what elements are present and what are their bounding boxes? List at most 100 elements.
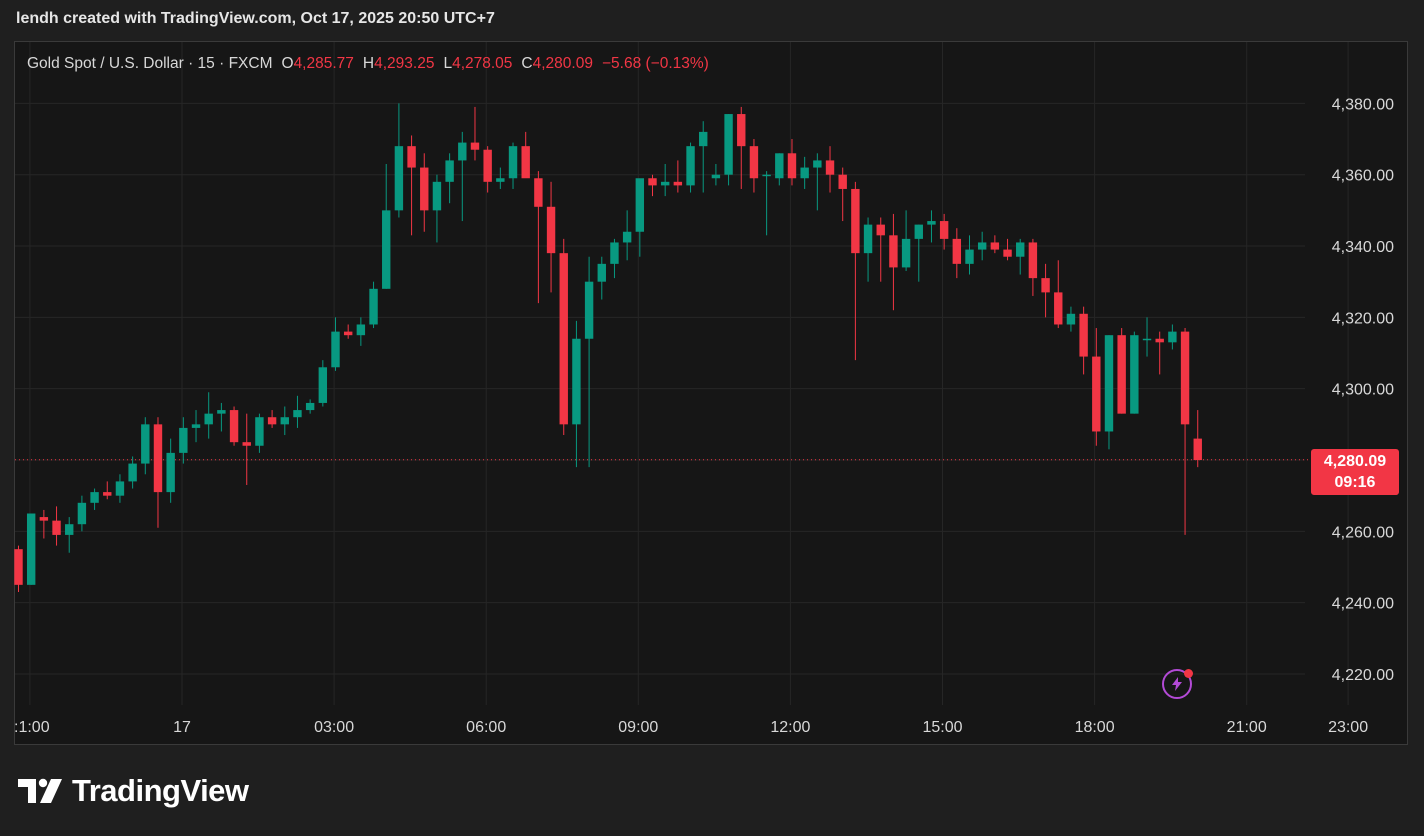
y-tick-label: 4,360.00	[1332, 168, 1394, 185]
candle-up	[432, 174, 442, 243]
candle-body	[775, 153, 784, 179]
candle-down	[1155, 331, 1164, 375]
change-value: −5.68 (−0.13%)	[601, 55, 709, 72]
candle-body	[686, 146, 695, 186]
candle-up	[610, 238, 619, 279]
candle-body	[622, 231, 632, 243]
x-tick-label: 09:00	[618, 719, 658, 736]
candle-up	[1168, 324, 1177, 350]
candle-up	[686, 142, 695, 193]
candle-body	[115, 481, 125, 496]
candle-body	[255, 417, 264, 446]
candle-down	[470, 106, 480, 161]
candle-body	[1180, 331, 1190, 425]
candle-up	[508, 142, 518, 189]
candle-body	[1155, 338, 1164, 343]
candle-body	[293, 410, 302, 418]
candle-up	[914, 224, 923, 282]
candle-up	[724, 114, 733, 186]
lightning-bolt-icon[interactable]	[1162, 669, 1192, 699]
candle-down	[242, 413, 251, 485]
symbol-info[interactable]: Gold Spot / U.S. Dollar · 15 · FXCM	[27, 55, 273, 72]
grid-lines	[15, 42, 1349, 705]
candle-body	[356, 324, 366, 336]
candle-body	[458, 142, 467, 161]
candle-body	[470, 142, 480, 150]
candle-up	[762, 171, 771, 236]
candle-body	[990, 242, 1000, 250]
candle-down	[267, 410, 277, 428]
candle-body	[965, 249, 974, 264]
candle-body	[863, 224, 873, 254]
candle-up	[800, 156, 809, 189]
candle-up	[356, 317, 366, 346]
low-label: L	[443, 55, 453, 72]
candle-up	[863, 217, 873, 282]
candle-body	[521, 146, 530, 179]
candle-up	[927, 210, 936, 243]
tradingview-logo-icon	[18, 778, 62, 803]
y-tick-label: 4,240.00	[1332, 596, 1394, 613]
candle-up	[217, 402, 226, 432]
low-value: 4,278.05	[452, 55, 513, 72]
candle-up	[305, 399, 315, 414]
chart-caption: lendh created with TradingView.com, Oct …	[16, 10, 495, 27]
bar-countdown: 09:16	[1334, 474, 1376, 491]
y-tick-label: 4,340.00	[1332, 239, 1394, 256]
high-label: H	[362, 55, 375, 72]
tradingview-brand[interactable]: TradingView	[18, 773, 249, 809]
brand-name: TradingView	[72, 773, 249, 808]
candle-down	[648, 174, 657, 197]
axes: 4,380.00 4,360.00 4,340.00 4,320.00 4,300.00…	[14, 96, 1394, 736]
candle-up	[635, 178, 645, 257]
candle-body	[927, 221, 936, 225]
candles	[14, 103, 1202, 592]
candle-body	[191, 424, 201, 428]
candle-down	[546, 181, 556, 293]
candle-body	[559, 253, 568, 425]
candle-down	[1028, 238, 1038, 296]
candle-up	[255, 413, 264, 453]
candle-up	[965, 235, 974, 275]
candle-body	[331, 331, 340, 368]
candle-up	[90, 488, 99, 510]
candle-up	[813, 153, 822, 211]
candle-body	[939, 221, 949, 239]
candle-body	[1066, 313, 1076, 325]
candle-body	[242, 442, 251, 446]
candle-down	[534, 171, 543, 304]
candle-up	[1066, 306, 1076, 332]
candle-up	[597, 256, 606, 300]
x-tick-label: 17	[173, 719, 191, 736]
candle-down	[1003, 238, 1012, 261]
candle-up	[584, 256, 594, 468]
x-tick-label: 03:00	[314, 719, 354, 736]
candle-body	[673, 181, 683, 186]
candle-body	[610, 242, 619, 264]
candle-body	[1028, 242, 1038, 279]
close-label: C	[521, 55, 533, 72]
candle-body	[39, 517, 49, 521]
candle-up	[1130, 331, 1139, 414]
candle-body	[1092, 356, 1101, 432]
candle-body	[128, 463, 137, 482]
candle-up	[280, 406, 289, 436]
y-tick-label: 4,220.00	[1332, 667, 1394, 684]
x-tick-label: 12:00	[770, 719, 810, 736]
candle-body	[737, 114, 746, 147]
candle-body	[699, 131, 708, 147]
candle-down	[876, 217, 885, 282]
candle-down	[483, 146, 492, 193]
candle-down	[737, 106, 746, 189]
candle-up	[318, 360, 328, 407]
candle-down	[990, 235, 1000, 254]
candle-down	[838, 167, 847, 222]
candle-body	[597, 263, 606, 282]
candle-body	[14, 549, 23, 585]
candle-down	[952, 228, 962, 279]
candle-body	[90, 492, 99, 503]
chart-area[interactable]	[14, 41, 1408, 745]
candle-body	[1117, 335, 1126, 414]
candle-up	[496, 167, 505, 189]
